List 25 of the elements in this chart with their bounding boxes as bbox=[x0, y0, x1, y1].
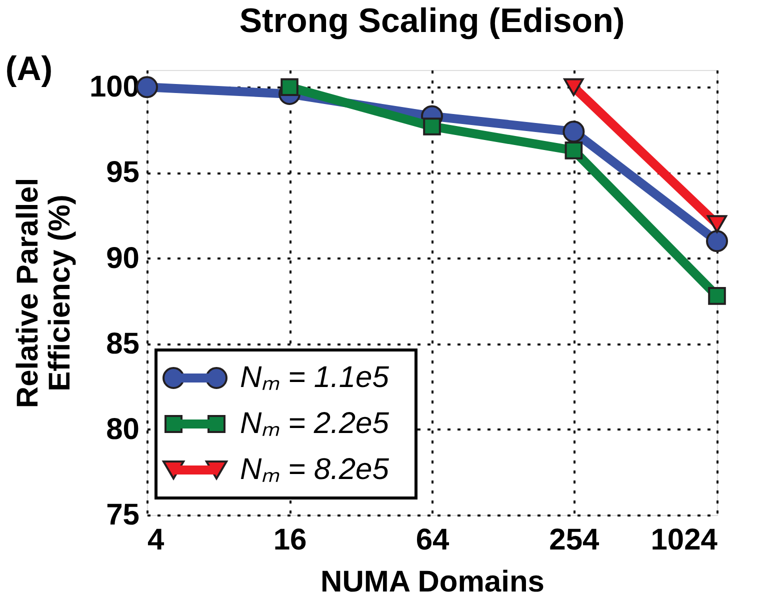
point bbox=[562, 120, 585, 143]
x-axis-title: NUMA Domains bbox=[320, 566, 544, 598]
y-tick-label: 90 bbox=[106, 242, 140, 275]
legend-label: Nₘ = 8.2e5 bbox=[240, 453, 390, 486]
y-tick-label: 80 bbox=[106, 412, 140, 446]
x-tick-label: 64 bbox=[416, 524, 450, 556]
point bbox=[708, 287, 726, 305]
x-tick-label: 4 bbox=[148, 524, 164, 556]
chart-title: Strong Scaling (Edison) bbox=[239, 2, 625, 40]
point bbox=[136, 76, 158, 98]
x-tick-label: 254 bbox=[549, 524, 600, 556]
point bbox=[423, 118, 441, 136]
x-tick-label: 16 bbox=[273, 524, 307, 556]
point bbox=[706, 230, 728, 252]
x-tick-label: 1024 bbox=[650, 524, 718, 556]
point bbox=[564, 142, 583, 160]
y-tick-label: 75 bbox=[106, 498, 140, 532]
point bbox=[280, 78, 298, 96]
legend-label: Nₘ = 1.1e5 bbox=[240, 361, 390, 394]
y-tick-label: 85 bbox=[106, 327, 140, 360]
y-axis-title: Relative Parallel Efficiency (%) bbox=[11, 178, 76, 408]
legend-label: Nₘ = 2.2e5 bbox=[240, 407, 390, 440]
y-tick-label: 100 bbox=[89, 70, 140, 104]
y-tick-label: 95 bbox=[106, 156, 140, 190]
text: (A) bbox=[5, 50, 53, 88]
